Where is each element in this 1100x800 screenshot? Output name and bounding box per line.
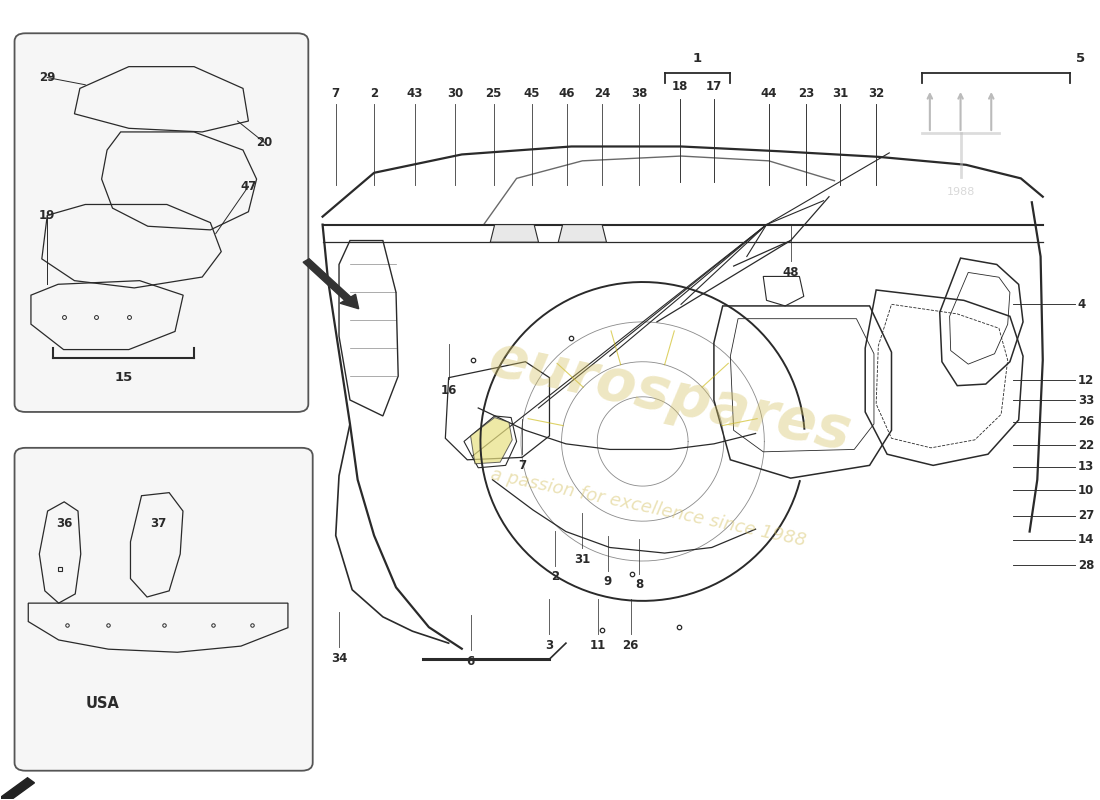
- Text: 11: 11: [590, 639, 606, 652]
- Text: eurospares: eurospares: [484, 330, 857, 462]
- FancyArrow shape: [0, 778, 34, 800]
- Text: 16: 16: [440, 384, 456, 397]
- Text: a passion for excellence since 1988: a passion for excellence since 1988: [488, 466, 807, 550]
- Text: 12: 12: [1078, 374, 1094, 386]
- Text: 31: 31: [574, 553, 591, 566]
- Text: 18: 18: [672, 80, 689, 93]
- Text: 2: 2: [370, 86, 378, 99]
- Text: 5: 5: [1076, 52, 1085, 65]
- Text: USA: USA: [86, 696, 120, 711]
- Text: 37: 37: [150, 517, 166, 530]
- Text: 29: 29: [40, 71, 55, 84]
- Text: 4: 4: [1078, 298, 1086, 311]
- Text: 22: 22: [1078, 439, 1094, 452]
- Text: 14: 14: [1078, 533, 1094, 546]
- Text: 23: 23: [798, 86, 814, 99]
- FancyBboxPatch shape: [14, 448, 312, 770]
- Text: 6: 6: [466, 655, 475, 668]
- Text: 31: 31: [832, 86, 848, 99]
- Text: 47: 47: [240, 180, 256, 193]
- Text: 20: 20: [256, 136, 273, 150]
- Polygon shape: [471, 418, 513, 464]
- Text: 13: 13: [1078, 461, 1094, 474]
- Text: 26: 26: [1078, 415, 1094, 428]
- Text: 1: 1: [693, 52, 702, 65]
- Text: 8: 8: [635, 578, 643, 591]
- Text: 25: 25: [485, 86, 502, 99]
- Text: 43: 43: [407, 86, 422, 99]
- Text: 17: 17: [706, 80, 722, 93]
- Text: 7: 7: [332, 86, 340, 99]
- FancyBboxPatch shape: [14, 34, 308, 412]
- Text: 15: 15: [114, 370, 133, 383]
- Text: 24: 24: [594, 86, 610, 99]
- Text: 45: 45: [524, 86, 540, 99]
- Text: 7: 7: [518, 459, 526, 472]
- Text: 30: 30: [447, 86, 463, 99]
- Text: 9: 9: [604, 575, 612, 588]
- Text: 19: 19: [40, 209, 55, 222]
- Polygon shape: [559, 225, 606, 242]
- Text: 26: 26: [623, 639, 639, 652]
- Text: 10: 10: [1078, 483, 1094, 497]
- Polygon shape: [491, 225, 539, 242]
- Text: 34: 34: [331, 652, 348, 665]
- Text: 3: 3: [546, 639, 553, 652]
- Text: 27: 27: [1078, 509, 1094, 522]
- Text: 46: 46: [559, 86, 575, 99]
- Text: 28: 28: [1078, 558, 1094, 571]
- Text: 1988: 1988: [946, 187, 975, 197]
- Text: 32: 32: [868, 86, 884, 99]
- Text: 33: 33: [1078, 394, 1094, 406]
- Text: 38: 38: [631, 86, 648, 99]
- Text: 48: 48: [782, 266, 799, 279]
- Text: 2: 2: [551, 570, 559, 583]
- Text: 36: 36: [56, 517, 73, 530]
- Text: 44: 44: [760, 86, 777, 99]
- FancyArrow shape: [304, 258, 359, 309]
